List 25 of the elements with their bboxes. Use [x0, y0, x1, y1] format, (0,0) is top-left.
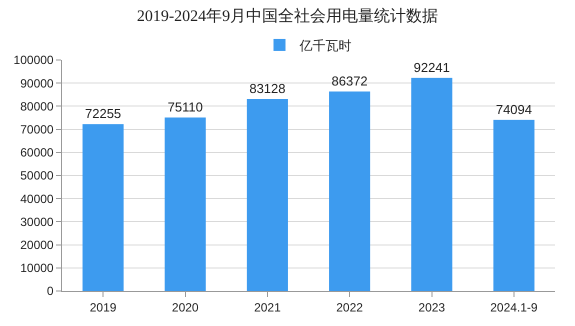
- data-label: 83128: [249, 80, 286, 96]
- y-tick-label: 0: [46, 284, 54, 298]
- y-tick-label: 40000: [20, 192, 54, 206]
- x-tick-label: 2023: [418, 300, 446, 314]
- data-label: 92241: [414, 60, 450, 75]
- y-tick-label: 50000: [20, 168, 54, 183]
- x-tick-label: 2022: [336, 300, 364, 314]
- x-tick-label: 2020: [172, 300, 199, 314]
- y-tick-label: 100000: [14, 53, 54, 68]
- x-tick-label: 2019: [90, 300, 117, 314]
- x-tick-label: 2024.1-9: [490, 300, 538, 314]
- y-tick-label: 30000: [20, 214, 54, 229]
- y-tick-label: 90000: [20, 76, 54, 90]
- data-label: 74094: [496, 102, 532, 117]
- y-tick-label: 80000: [20, 99, 54, 114]
- x-tick-label: 2021: [254, 300, 282, 314]
- data-label: 72255: [85, 106, 122, 122]
- data-label: 86372: [332, 73, 368, 88]
- legend-label: 亿千瓦时: [298, 38, 352, 54]
- y-tick-label: 60000: [20, 146, 54, 160]
- y-tick-label: 70000: [20, 122, 54, 136]
- y-tick-label: 10000: [20, 261, 54, 276]
- y-tick-label: 20000: [20, 238, 54, 252]
- chart-title: 2019-2024年9月中国全社会用电量统计数据: [136, 6, 438, 25]
- data-label: 75110: [168, 100, 203, 114]
